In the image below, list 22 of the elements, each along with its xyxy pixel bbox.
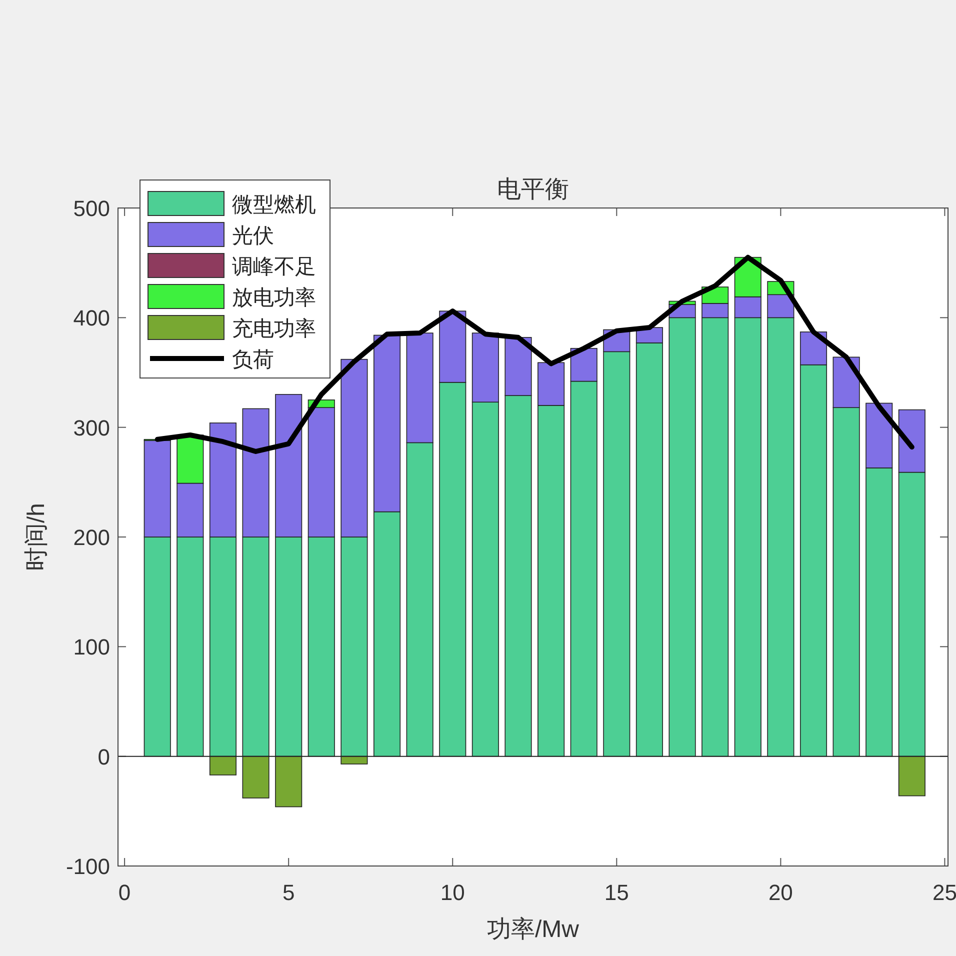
y-tick-label: -100 xyxy=(66,854,110,879)
legend-label: 放电功率 xyxy=(232,286,316,310)
y-tick-label: 100 xyxy=(73,634,110,660)
legend-label: 充电功率 xyxy=(232,316,316,340)
chart-title: 电平衡 xyxy=(497,176,569,203)
y-tick-label: 200 xyxy=(73,525,110,550)
x-tick-label: 0 xyxy=(118,880,131,905)
x-tick-label: 25 xyxy=(932,880,956,905)
legend-label: 微型燃机 xyxy=(232,192,316,216)
x-tick-label: 15 xyxy=(604,880,629,905)
legend-label: 调峰不足 xyxy=(232,254,316,278)
y-tick-label: 300 xyxy=(73,415,110,440)
y-axis-title: 时间/h xyxy=(23,502,50,572)
x-tick-label: 10 xyxy=(440,880,465,905)
x-tick-label: 20 xyxy=(768,880,793,905)
x-tick-label: 5 xyxy=(282,880,295,905)
legend-label: 光伏 xyxy=(232,224,274,248)
y-tick-label: 500 xyxy=(73,196,110,221)
x-axis-title: 功率/Mw xyxy=(487,916,580,943)
legend-label: 负荷 xyxy=(232,348,274,372)
y-tick-label: 0 xyxy=(98,744,110,770)
y-tick-label: 400 xyxy=(73,306,110,331)
